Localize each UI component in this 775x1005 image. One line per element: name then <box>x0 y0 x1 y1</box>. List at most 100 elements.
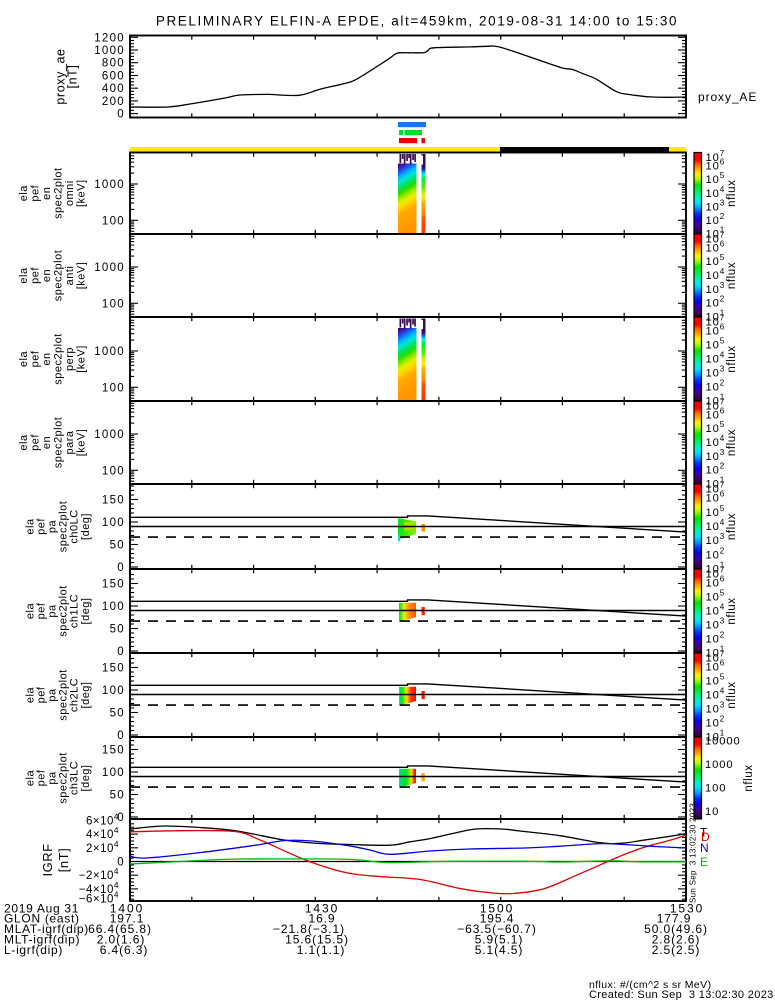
svg-text:pef: pef <box>36 769 48 786</box>
svg-text:101: 101 <box>706 476 726 491</box>
svg-text:66.4(65.8): 66.4(65.8) <box>88 922 152 936</box>
svg-text:104: 104 <box>706 603 726 618</box>
svg-text:50: 50 <box>110 624 125 636</box>
svg-text:105: 105 <box>706 253 726 268</box>
svg-text:L-igrf(dip): L-igrf(dip) <box>4 943 63 957</box>
svg-text:107: 107 <box>706 650 726 665</box>
svg-text:103: 103 <box>706 617 726 632</box>
svg-text:105: 105 <box>706 337 726 352</box>
svg-text:spec2plot: spec2plot <box>58 752 70 804</box>
svg-text:ela: ela <box>18 351 30 368</box>
svg-text:100: 100 <box>102 767 125 779</box>
svg-text:102: 102 <box>706 546 726 561</box>
svg-text:104: 104 <box>706 518 726 533</box>
svg-text:101: 101 <box>706 226 726 241</box>
svg-text:103: 103 <box>706 701 726 716</box>
svg-text:107: 107 <box>706 314 726 329</box>
svg-text:D: D <box>701 830 710 844</box>
svg-text:104: 104 <box>706 185 726 200</box>
svg-text:ela: ela <box>18 267 30 284</box>
svg-text:pef: pef <box>36 686 48 703</box>
svg-text:104: 104 <box>706 687 726 702</box>
svg-text:50: 50 <box>110 790 125 802</box>
svg-text:nflux: nflux <box>726 262 738 289</box>
svg-text:107: 107 <box>706 398 726 413</box>
svg-text:spec2plot: spec2plot <box>58 501 70 553</box>
svg-text:1530: 1530 <box>670 902 704 916</box>
svg-text:150: 150 <box>102 495 125 507</box>
svg-text:[deg]: [deg] <box>80 765 92 792</box>
svg-text:197.1: 197.1 <box>110 912 145 926</box>
svg-text:1000: 1000 <box>705 759 734 771</box>
svg-text:nflux: nflux <box>743 764 755 791</box>
svg-text:0: 0 <box>117 857 125 869</box>
svg-text:spec2plot: spec2plot <box>53 333 65 385</box>
svg-text:107: 107 <box>706 566 726 581</box>
svg-text:ch3LC: ch3LC <box>69 761 81 795</box>
svg-text:E: E <box>700 855 708 869</box>
svg-text:PRELIMINARY ELFIN-A EPDE, alt=: PRELIMINARY ELFIN-A EPDE, alt=459km, 201… <box>156 14 678 29</box>
svg-text:105: 105 <box>706 589 726 604</box>
svg-text:spec2plot: spec2plot <box>53 417 65 469</box>
svg-text:[keV]: [keV] <box>76 262 88 290</box>
svg-text:pa: pa <box>47 688 59 702</box>
svg-text:N: N <box>700 841 709 855</box>
svg-text:−63.5(−60.7): −63.5(−60.7) <box>457 922 537 936</box>
svg-text:105: 105 <box>706 504 726 519</box>
svg-text:1200: 1200 <box>94 32 125 44</box>
svg-text:50: 50 <box>110 540 125 552</box>
svg-text:106: 106 <box>706 406 726 421</box>
svg-text:106: 106 <box>706 575 726 590</box>
svg-text:106: 106 <box>706 158 726 173</box>
svg-text:107: 107 <box>706 481 726 496</box>
svg-text:102: 102 <box>706 212 726 227</box>
svg-text:spec2plot: spec2plot <box>53 250 65 302</box>
svg-text:−4×104: −4×104 <box>79 880 119 896</box>
svg-text:0: 0 <box>117 730 125 742</box>
svg-text:GLON (east): GLON (east) <box>4 912 80 926</box>
svg-text:en: en <box>41 352 53 365</box>
svg-text:200: 200 <box>102 96 125 108</box>
svg-text:102: 102 <box>706 379 726 394</box>
svg-text:ch0LC: ch0LC <box>69 509 81 543</box>
svg-text:IGRF: IGRF <box>40 843 55 876</box>
svg-text:[nT]: [nT] <box>66 65 80 89</box>
svg-text:102: 102 <box>706 631 726 646</box>
svg-text:ela: ela <box>25 518 37 535</box>
svg-text:[deg]: [deg] <box>80 513 92 540</box>
svg-text:10: 10 <box>705 806 719 818</box>
svg-text:nflux: #/(cm^2 s sr MeV): nflux: #/(cm^2 s sr MeV) <box>589 979 711 991</box>
svg-text:nflux: nflux <box>726 429 738 456</box>
svg-text:104: 104 <box>706 434 726 449</box>
svg-text:0: 0 <box>117 812 125 824</box>
svg-text:pa: pa <box>47 520 59 534</box>
svg-text:100: 100 <box>102 601 125 613</box>
svg-text:nflux: nflux <box>726 345 738 372</box>
svg-text:102: 102 <box>706 295 726 310</box>
svg-text:nflux: nflux <box>726 681 738 708</box>
svg-text:Sun Sep 3 13:02:30 2023: Sun Sep 3 13:02:30 2023 <box>689 803 698 903</box>
svg-text:50: 50 <box>110 708 125 720</box>
svg-text:ch1LC: ch1LC <box>69 594 81 628</box>
svg-text:0: 0 <box>117 109 125 121</box>
svg-text:ela: ela <box>18 434 30 451</box>
svg-text:101: 101 <box>706 393 726 408</box>
svg-text:ch2LC: ch2LC <box>69 678 81 712</box>
svg-text:1000: 1000 <box>94 429 125 441</box>
svg-text:101: 101 <box>706 309 726 324</box>
svg-text:Created: Sun Sep 3 13:02:30 2: Created: Sun Sep 3 13:02:30 2023 <box>589 989 774 1000</box>
svg-text:spec2plot: spec2plot <box>58 669 70 721</box>
svg-text:1000: 1000 <box>94 179 125 191</box>
svg-text:106: 106 <box>706 323 726 338</box>
svg-text:anti: anti <box>64 266 76 286</box>
svg-text:5.9(5.1): 5.9(5.1) <box>475 933 524 947</box>
svg-text:195.4: 195.4 <box>480 912 515 926</box>
svg-text:100: 100 <box>102 517 125 529</box>
svg-text:107: 107 <box>706 231 726 246</box>
svg-text:150: 150 <box>102 745 125 757</box>
svg-text:perp: perp <box>64 347 76 371</box>
svg-text:pef: pef <box>30 434 42 451</box>
svg-text:6.4(6.3): 6.4(6.3) <box>100 943 149 957</box>
svg-text:150: 150 <box>102 579 125 591</box>
svg-text:50.0(49.6): 50.0(49.6) <box>644 922 708 936</box>
